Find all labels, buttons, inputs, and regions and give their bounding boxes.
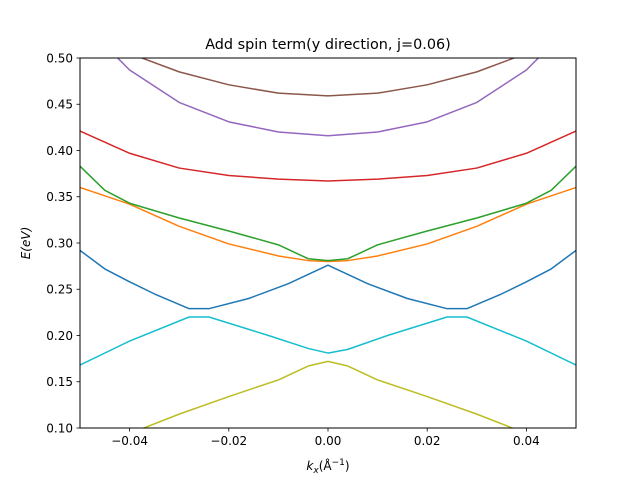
x-tick-label: −0.02 (210, 434, 247, 448)
y-axis-label: E(eV) (19, 227, 33, 260)
series-line-band-red (80, 130, 576, 182)
x-tick-label: 0.00 (315, 434, 342, 448)
x-axis: −0.04 −0.02 0.00 0.02 0.04 (111, 428, 540, 448)
series-line-band-blue (80, 249, 576, 310)
series-line-band-brown (139, 58, 517, 97)
y-tick-label: 0.35 (46, 190, 73, 204)
x-axis-label-main: k (306, 459, 314, 473)
series-line-band-cyan (80, 316, 576, 366)
series-line-band-green (80, 165, 576, 262)
series-layer (80, 58, 576, 428)
y-tick-label: 0.30 (46, 236, 73, 250)
x-axis-label-subscript: x (312, 466, 319, 476)
chart-title: Add spin term(y direction, j=0.06) (205, 37, 451, 53)
x-axis-label-unit-open: (Å (319, 458, 333, 473)
y-axis: 0.10 0.15 0.20 0.25 0.30 0.35 0.40 0.45 0.50 (46, 51, 80, 435)
x-axis-label-unit-close: ) (345, 459, 350, 473)
x-axis-label: kx(Å−1) (306, 458, 349, 476)
series-line-band-purple (116, 58, 540, 137)
x-tick-label: 0.02 (414, 434, 441, 448)
y-tick-label: 0.40 (46, 144, 73, 158)
y-tick-label: 0.15 (46, 375, 73, 389)
x-tick-label: −0.04 (111, 434, 148, 448)
y-tick-label: 0.20 (46, 329, 73, 343)
y-tick-label: 0.45 (46, 98, 73, 112)
x-tick-label: 0.04 (513, 434, 540, 448)
series-line-band-olive (141, 360, 515, 428)
plot-frame (79, 57, 577, 429)
y-tick-label: 0.25 (46, 283, 73, 297)
x-axis-label-unit-superscript: −1 (332, 458, 345, 468)
y-tick-label: 0.50 (46, 51, 73, 65)
series-line-band-orange (80, 186, 576, 263)
y-tick-label: 0.10 (46, 421, 73, 435)
